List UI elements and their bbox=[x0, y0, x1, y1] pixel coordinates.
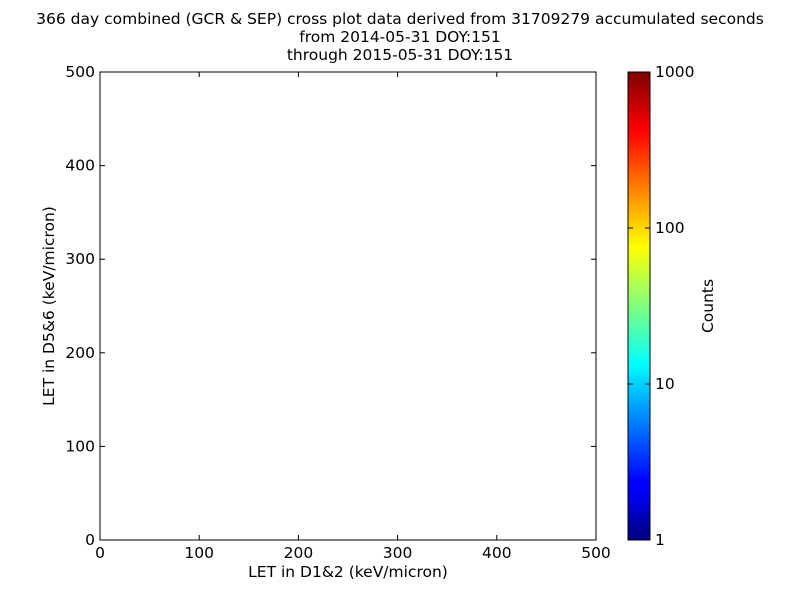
chart-title-line-2: from 2014-05-31 DOY:151 bbox=[299, 28, 501, 46]
chart-title-line-3: through 2015-05-31 DOY:151 bbox=[287, 46, 513, 64]
chart-title-line-1: 366 day combined (GCR & SEP) cross plot … bbox=[36, 10, 764, 28]
